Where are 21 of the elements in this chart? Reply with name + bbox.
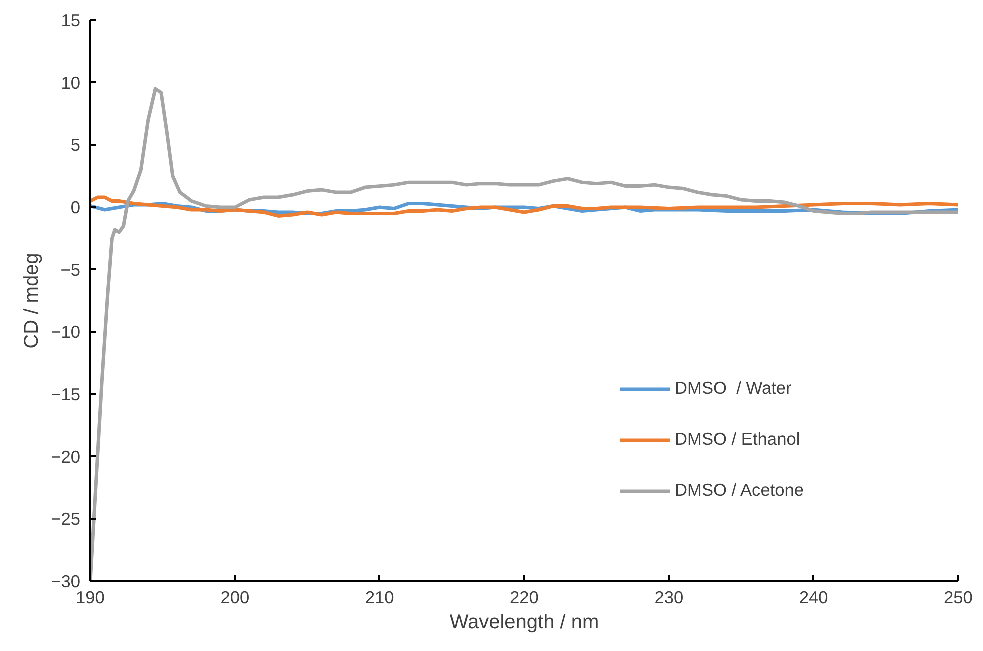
y-tick-label: 0 — [70, 198, 81, 218]
y-tick-label: 10 — [61, 72, 81, 93]
y-tick-label: −5 — [60, 260, 81, 280]
y-tick-label: −10 — [51, 322, 81, 342]
y-tick-label: −25 — [51, 509, 81, 530]
legend-label: DMSO / Ethanol — [675, 429, 800, 450]
y-tick-label: 5 — [70, 135, 81, 156]
legend-label: DMSO / Water — [675, 378, 792, 399]
y-axis-title: CD / mdeg — [21, 253, 44, 349]
y-tick-label: 15 — [61, 10, 81, 30]
y-tick-label: −20 — [51, 446, 81, 467]
x-tick-label: 240 — [799, 588, 828, 608]
y-tick-label: −15 — [51, 384, 81, 404]
x-tick-label: 220 — [510, 588, 539, 608]
x-tick-label: 250 — [944, 588, 973, 608]
x-axis-title: Wavelength / nm — [450, 612, 600, 634]
x-tick-label: 210 — [365, 588, 394, 608]
x-tick-label: 200 — [220, 588, 250, 608]
line-series — [90, 196, 958, 218]
x-tick-label: 230 — [654, 588, 684, 608]
legend-label: DMSO / Acetone — [675, 480, 804, 501]
